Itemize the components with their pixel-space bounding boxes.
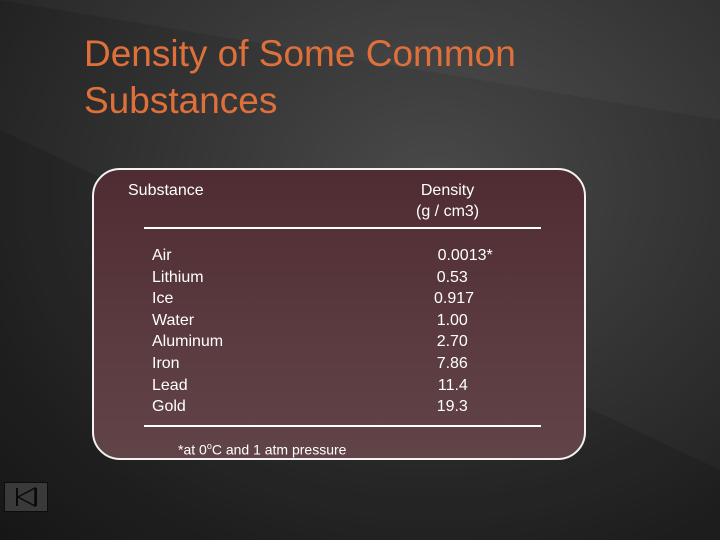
density-cell: 19.3****: [434, 396, 493, 418]
density-cell: 2.70****: [434, 331, 493, 353]
density-value: 1.00: [436, 311, 468, 329]
substance-cell: Iron: [152, 354, 180, 372]
density-cell: 11.4****: [434, 375, 493, 397]
density-header-label: Density: [420, 182, 475, 199]
density-column: 0.0013* 0.53**** 0.917*** 1.00**** 2.70*…: [434, 245, 493, 418]
density-value: 0.53: [436, 268, 468, 286]
substance-column: Air Lithium Ice Water Aluminum Iron Lead…: [152, 245, 223, 418]
density-cell: 0.53****: [434, 267, 493, 289]
substance-cell: Air: [152, 247, 172, 264]
density-value: 0.917: [434, 290, 475, 308]
degree-symbol: o: [206, 441, 212, 451]
skip-to-start-icon: [16, 486, 37, 508]
density-value: 11.4: [437, 376, 468, 394]
density-cell: 1.00****: [434, 310, 493, 332]
substance-cell: Gold: [152, 398, 186, 416]
density-cell: 0.917***: [434, 288, 493, 310]
density-value: 19.3: [436, 398, 468, 416]
substance-cell: Aluminum: [152, 333, 224, 351]
substance-cell: Ice: [152, 290, 174, 308]
density-table: Substance Density (g / cm3) Air Lithium …: [92, 168, 586, 460]
table-footnote: *at 0oC and 1 atm pressure: [178, 437, 346, 459]
density-value: 7.86: [436, 354, 468, 372]
footnote-prefix: *at 0: [178, 441, 207, 458]
density-cell: 0.0013*: [434, 245, 493, 267]
slide-title: Density of Some Common Substances: [84, 33, 516, 121]
header-divider: [144, 227, 541, 229]
column-header-substance: Substance: [128, 182, 204, 199]
substance-cell: Water: [152, 311, 195, 329]
density-value: 2.70: [436, 333, 468, 351]
density-header-unit: (g / cm3): [416, 203, 480, 220]
column-header-density: Density (g / cm3): [416, 180, 479, 222]
footer-divider: [144, 425, 541, 427]
density-cell: 7.86****: [434, 353, 493, 375]
skip-to-start-button[interactable]: [4, 482, 48, 512]
substance-cell: Lead: [152, 376, 188, 394]
footnote-suffix: C and 1 atm pressure: [211, 441, 347, 458]
substance-cell: Lithium: [152, 268, 204, 286]
density-value: 0.0013*: [437, 247, 493, 264]
